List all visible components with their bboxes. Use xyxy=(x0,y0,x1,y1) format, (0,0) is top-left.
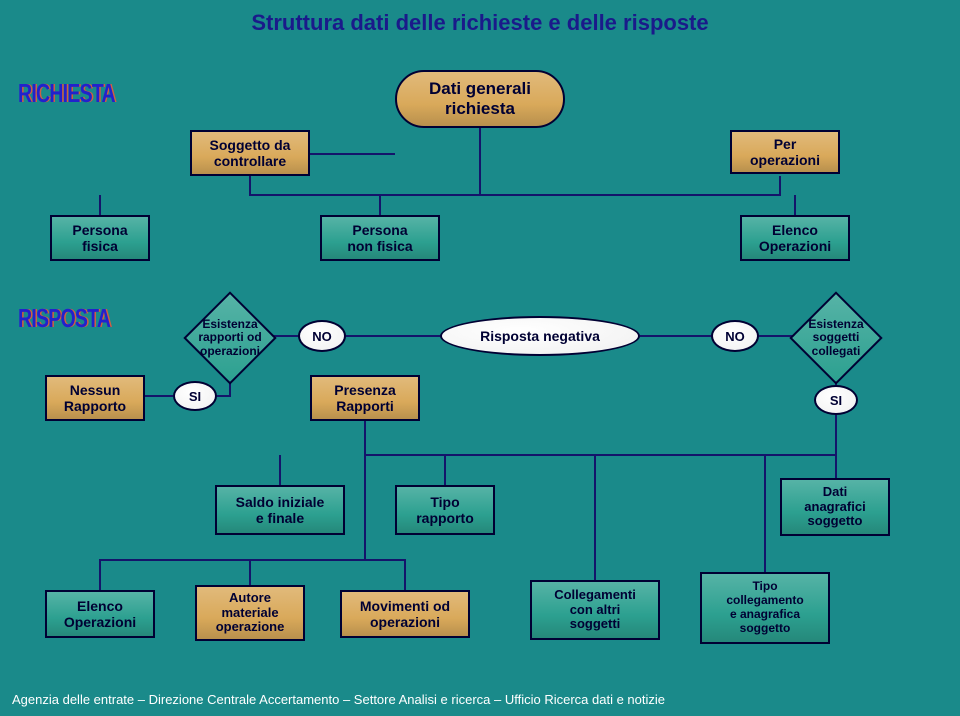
footer-text: Agenzia delle entrate – Direzione Centra… xyxy=(0,692,960,707)
node-tipocoll: Tipocollegamentoe anagraficasoggetto xyxy=(700,572,830,644)
node-collegam: Collegamenticon altrisoggetti xyxy=(530,580,660,640)
node-pnonfis: Personanon fisica xyxy=(320,215,440,261)
node-nessun: NessunRapporto xyxy=(45,375,145,421)
node-movimenti: Movimenti odoperazioni xyxy=(340,590,470,638)
node-saldo: Saldo inizialee finale xyxy=(215,485,345,535)
node-presenza: PresenzaRapporti xyxy=(310,375,420,421)
section-label-risposta: RISPOSTA xyxy=(18,303,110,334)
node-tipo_rap: Tiporapporto xyxy=(395,485,495,535)
node-datianag: Datianagraficisoggetto xyxy=(780,478,890,536)
ellipse-no2: NO xyxy=(711,320,759,352)
node-autore: Autorematerialeoperazione xyxy=(195,585,305,641)
node-pfisica: Personafisica xyxy=(50,215,150,261)
ellipse-si2: SI xyxy=(814,385,858,415)
node-datigen: Dati generalirichiesta xyxy=(395,70,565,128)
diamond-label-d2: Esistenzasoggetticollegati xyxy=(787,295,886,381)
diamond-label-d1: Esistenzarapporti odoperazioni xyxy=(181,295,280,381)
ellipse-si1: SI xyxy=(173,381,217,411)
node-soggetto: Soggetto dacontrollare xyxy=(190,130,310,176)
ellipse-no1: NO xyxy=(298,320,346,352)
node-elencoop2: ElencoOperazioni xyxy=(45,590,155,638)
section-label-richiesta: RICHIESTA xyxy=(18,78,115,109)
node-elencoop1: ElencoOperazioni xyxy=(740,215,850,261)
page-title: Struttura dati delle richieste e delle r… xyxy=(0,10,960,36)
node-perop: Peroperazioni xyxy=(730,130,840,174)
ellipse-rispneg: Risposta negativa xyxy=(440,316,640,356)
